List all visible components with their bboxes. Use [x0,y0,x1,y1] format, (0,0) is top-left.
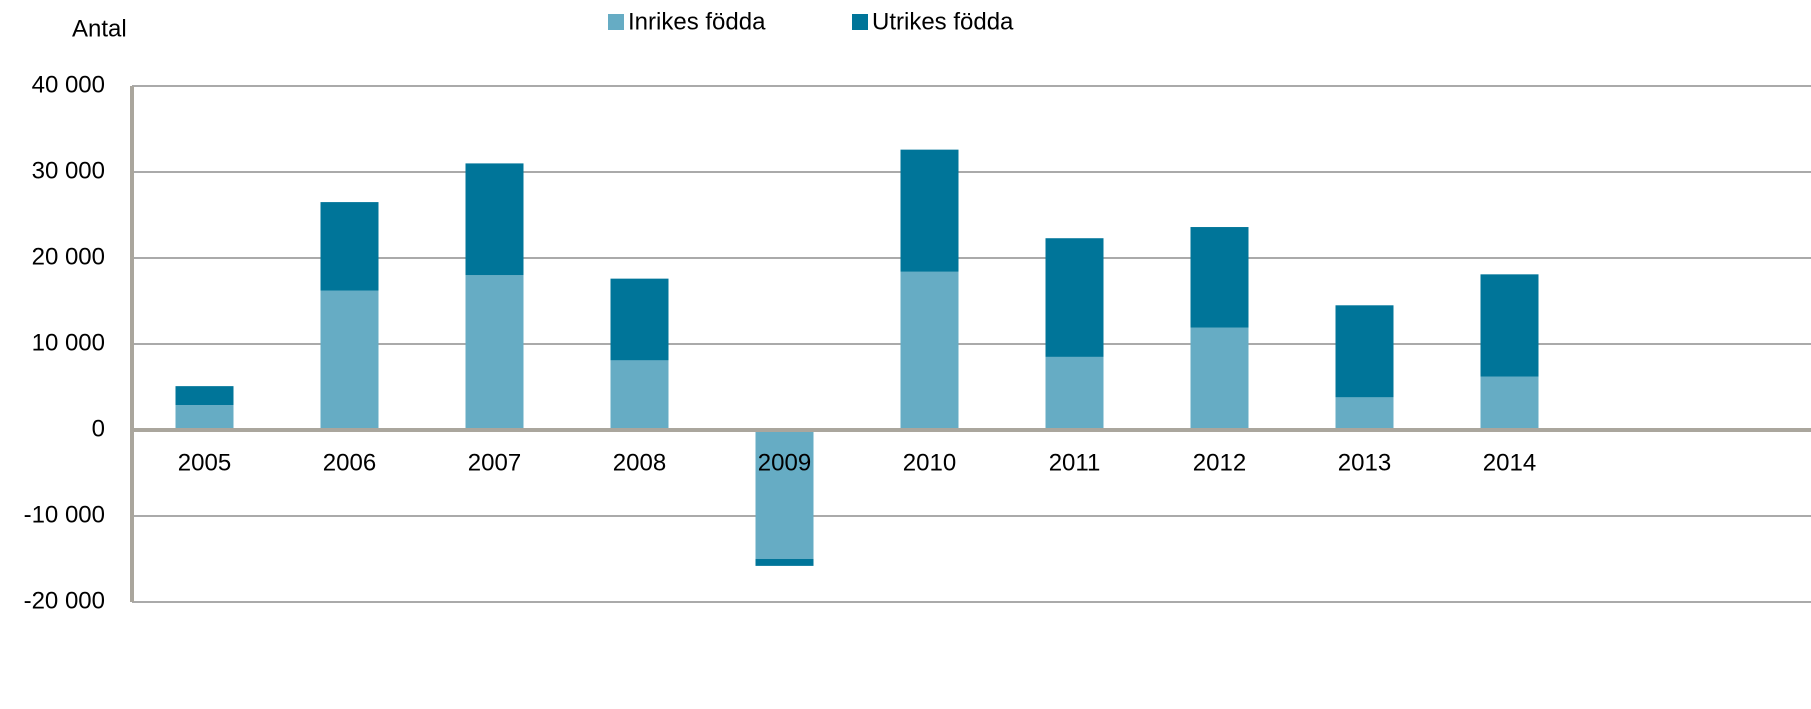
legend-swatch [608,14,624,30]
y-tick-label: 10 000 [32,329,105,356]
bar-segment [1480,376,1539,430]
bar-segment [1045,356,1104,430]
y-tick-label: -20 000 [24,587,105,614]
bar-segment [1480,274,1539,377]
bar-segment [1335,397,1394,430]
x-tick-label: 2013 [1338,449,1391,476]
bar-segment [1190,327,1249,430]
bar-segment [755,559,814,566]
legend-swatch [852,14,868,30]
legend-label: Inrikes födda [628,8,766,35]
bar-segment [610,360,669,430]
bar-segment [320,202,379,291]
x-tick-label: 2007 [468,449,521,476]
y-tick-label: 20 000 [32,243,105,270]
bar-segment [320,290,379,430]
x-tick-label: 2008 [613,449,666,476]
bar-segment [465,275,524,430]
x-tick-label: 2006 [323,449,376,476]
y-tick-label: -10 000 [24,501,105,528]
bar-segment [610,278,669,361]
legend-label: Utrikes födda [872,8,1014,35]
bar-segment [1045,238,1104,357]
bar-segment [175,386,234,406]
bar-segment [1190,227,1249,328]
x-tick-label: 2009 [758,449,811,476]
y-tick-label: 40 000 [32,71,105,98]
bar-segment [175,405,234,430]
y-tick-label: 0 [92,415,105,442]
bar-segment [900,149,959,272]
y-axis-label: Antal [72,15,127,42]
y-tick-label: 30 000 [32,157,105,184]
bar-segment [755,430,814,559]
bar-segment [900,271,959,430]
bar-segment [465,163,524,276]
x-tick-label: 2014 [1483,449,1536,476]
bar-segment [1335,305,1394,398]
x-tick-label: 2010 [903,449,956,476]
x-tick-label: 2012 [1193,449,1246,476]
x-tick-label: 2011 [1049,449,1101,476]
x-tick-label: 2005 [178,449,231,476]
